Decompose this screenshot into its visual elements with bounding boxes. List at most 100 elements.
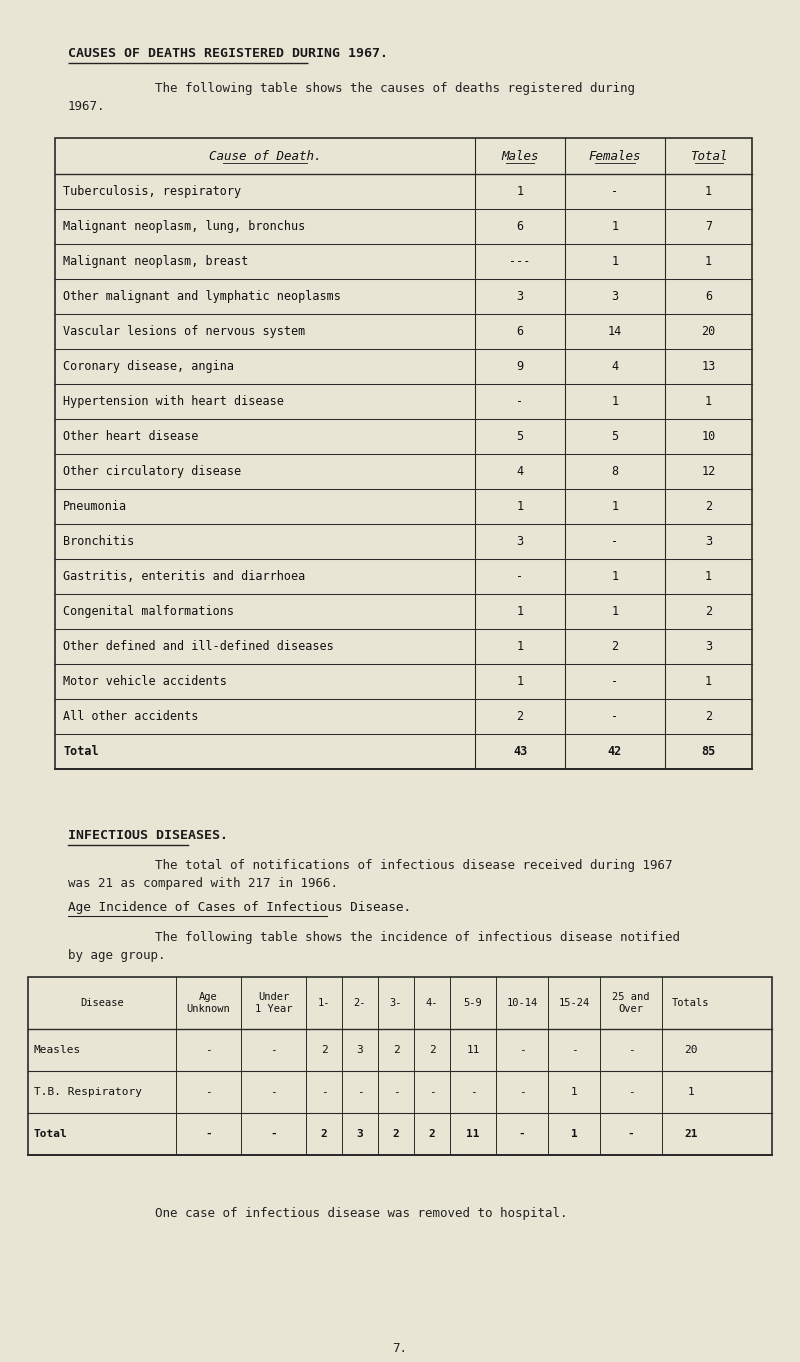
Text: 9: 9 <box>517 360 523 373</box>
Text: 20: 20 <box>702 326 716 338</box>
Text: 1: 1 <box>611 605 618 618</box>
Text: Total: Total <box>63 745 98 759</box>
Text: One case of infectious disease was removed to hospital.: One case of infectious disease was remov… <box>155 1207 567 1220</box>
Text: 2: 2 <box>705 500 712 513</box>
Text: Under
1 Year: Under 1 Year <box>254 992 292 1015</box>
Text: 3: 3 <box>705 640 712 652</box>
Text: 1: 1 <box>705 185 712 197</box>
Text: 1: 1 <box>611 395 618 409</box>
Text: 2: 2 <box>429 1045 435 1056</box>
Text: -: - <box>205 1129 212 1139</box>
Text: -: - <box>429 1087 435 1096</box>
Text: Total: Total <box>34 1129 68 1139</box>
Text: -: - <box>393 1087 399 1096</box>
Text: Cause of Death.: Cause of Death. <box>209 150 322 162</box>
Text: -: - <box>518 1087 526 1096</box>
Text: Females: Females <box>589 150 642 162</box>
Text: 3-: 3- <box>390 998 402 1008</box>
Text: 1: 1 <box>517 500 523 513</box>
Text: 1: 1 <box>688 1087 694 1096</box>
Text: -: - <box>570 1045 578 1056</box>
Text: 3: 3 <box>357 1129 363 1139</box>
Text: 10-14: 10-14 <box>506 998 538 1008</box>
Text: Measles: Measles <box>34 1045 82 1056</box>
Text: 85: 85 <box>702 745 716 759</box>
Text: 1: 1 <box>611 221 618 233</box>
Text: All other accidents: All other accidents <box>63 710 198 723</box>
Text: 1: 1 <box>611 255 618 268</box>
Text: -: - <box>628 1045 634 1056</box>
Text: 7.: 7. <box>393 1342 407 1355</box>
Text: -: - <box>518 1045 526 1056</box>
Text: 1: 1 <box>611 571 618 583</box>
Text: 21: 21 <box>684 1129 698 1139</box>
Text: 14: 14 <box>608 326 622 338</box>
Text: Malignant neoplasm, breast: Malignant neoplasm, breast <box>63 255 248 268</box>
Text: CAUSES OF DEATHS REGISTERED DURING 1967.: CAUSES OF DEATHS REGISTERED DURING 1967. <box>68 48 388 60</box>
Text: Males: Males <box>502 150 538 162</box>
Text: 1967.: 1967. <box>68 99 106 113</box>
Text: Bronchitis: Bronchitis <box>63 535 134 548</box>
Text: Disease: Disease <box>80 998 124 1008</box>
Text: 2: 2 <box>393 1045 399 1056</box>
Bar <box>55 138 752 770</box>
Text: 2: 2 <box>429 1129 435 1139</box>
Text: 1: 1 <box>705 255 712 268</box>
Text: Totals: Totals <box>672 998 710 1008</box>
Text: Other defined and ill-defined diseases: Other defined and ill-defined diseases <box>63 640 334 652</box>
Text: 2: 2 <box>705 605 712 618</box>
Text: 20: 20 <box>684 1045 698 1056</box>
Text: 2: 2 <box>321 1129 327 1139</box>
Text: 2: 2 <box>321 1045 327 1056</box>
Text: 3: 3 <box>705 535 712 548</box>
Text: -: - <box>270 1045 277 1056</box>
Text: -: - <box>628 1129 634 1139</box>
Text: T.B. Respiratory: T.B. Respiratory <box>34 1087 142 1096</box>
Text: 3: 3 <box>517 290 523 302</box>
Text: 6: 6 <box>517 221 523 233</box>
Text: -: - <box>321 1087 327 1096</box>
Text: 8: 8 <box>611 464 618 478</box>
Text: 7: 7 <box>705 221 712 233</box>
Text: 6: 6 <box>517 326 523 338</box>
Text: 1: 1 <box>705 676 712 688</box>
Text: Other malignant and lymphatic neoplasms: Other malignant and lymphatic neoplasms <box>63 290 341 302</box>
Text: 2: 2 <box>517 710 523 723</box>
Text: 1-: 1- <box>318 998 330 1008</box>
Text: 42: 42 <box>608 745 622 759</box>
Text: -: - <box>270 1087 277 1096</box>
Text: 6: 6 <box>705 290 712 302</box>
Text: Gastritis, enteritis and diarrhoea: Gastritis, enteritis and diarrhoea <box>63 571 306 583</box>
Text: 1: 1 <box>517 605 523 618</box>
Text: The following table shows the causes of deaths registered during: The following table shows the causes of … <box>155 82 635 95</box>
Text: Vascular lesions of nervous system: Vascular lesions of nervous system <box>63 326 306 338</box>
Text: -: - <box>205 1045 212 1056</box>
Text: -: - <box>205 1087 212 1096</box>
Text: Congenital malformations: Congenital malformations <box>63 605 234 618</box>
Text: -: - <box>517 571 523 583</box>
Text: 15-24: 15-24 <box>558 998 590 1008</box>
Text: Hypertension with heart disease: Hypertension with heart disease <box>63 395 284 409</box>
Text: by age group.: by age group. <box>68 949 166 962</box>
Text: 1: 1 <box>705 395 712 409</box>
Text: Malignant neoplasm, lung, bronchus: Malignant neoplasm, lung, bronchus <box>63 221 306 233</box>
Text: -: - <box>611 710 618 723</box>
Text: -: - <box>518 1129 526 1139</box>
Text: 1: 1 <box>705 571 712 583</box>
Text: 43: 43 <box>513 745 527 759</box>
Text: 1: 1 <box>570 1087 578 1096</box>
Text: 11: 11 <box>466 1045 480 1056</box>
Text: 4: 4 <box>517 464 523 478</box>
Text: -: - <box>357 1087 363 1096</box>
Text: The total of notifications of infectious disease received during 1967: The total of notifications of infectious… <box>155 859 673 872</box>
Text: 1: 1 <box>611 500 618 513</box>
Text: 3: 3 <box>611 290 618 302</box>
Text: 5: 5 <box>611 430 618 443</box>
Text: -: - <box>611 185 618 197</box>
Text: 4-: 4- <box>426 998 438 1008</box>
Bar <box>28 977 772 1155</box>
Text: -: - <box>517 395 523 409</box>
Text: 12: 12 <box>702 464 716 478</box>
Text: 13: 13 <box>702 360 716 373</box>
Text: 3: 3 <box>517 535 523 548</box>
